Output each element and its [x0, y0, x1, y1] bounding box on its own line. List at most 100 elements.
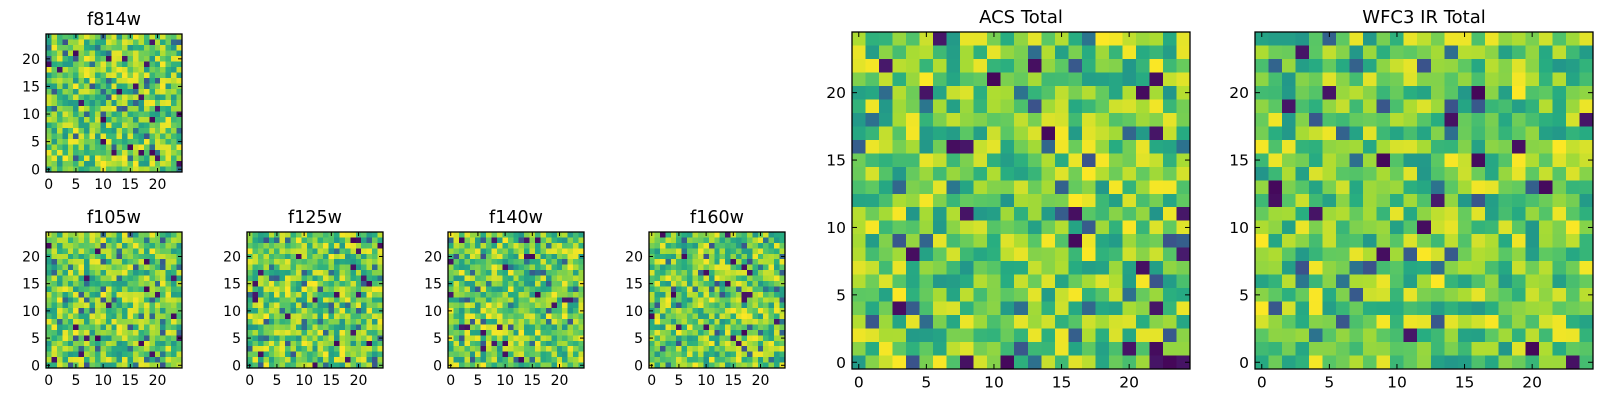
heatmap-cell: [469, 351, 476, 358]
heatmap-cell: [736, 313, 743, 320]
heatmap-cell: [714, 340, 721, 347]
heatmap-cell: [176, 319, 183, 326]
heatmap-cell: [94, 138, 101, 145]
heatmap-cell: [1322, 355, 1337, 370]
y-tick-label: 5: [634, 331, 643, 347]
heatmap-cell: [67, 149, 74, 157]
heatmap-cell: [730, 253, 737, 260]
heatmap-cell: [752, 357, 759, 364]
heatmap-cell: [719, 232, 726, 239]
heatmap-cell: [469, 280, 476, 287]
heatmap-cell: [295, 286, 302, 293]
heatmap-cell: [1376, 301, 1391, 316]
heatmap-cell: [946, 288, 961, 303]
heatmap-cell: [116, 111, 123, 118]
heatmap-cell: [933, 315, 948, 330]
heatmap-cell: [1255, 234, 1270, 249]
heatmap-cell: [100, 329, 107, 336]
heatmap-cell: [377, 297, 384, 304]
heatmap-cell: [573, 308, 580, 315]
heatmap-cell: [143, 291, 150, 298]
heatmap-cell: [774, 242, 781, 249]
heatmap-cell: [138, 280, 145, 287]
heatmap-cell: [100, 264, 107, 271]
heatmap-cell: [295, 313, 302, 320]
heatmap-cell: [171, 329, 178, 336]
heatmap-cell: [67, 237, 74, 244]
heatmap-cell: [1403, 288, 1418, 303]
heatmap-cell: [105, 34, 112, 41]
heatmap-cell: [453, 302, 460, 309]
heatmap-cell: [496, 324, 503, 331]
heatmap-cell: [1525, 301, 1540, 316]
heatmap-cell: [714, 248, 721, 255]
heatmap-cell: [486, 248, 493, 255]
heatmap-cell: [1322, 315, 1337, 330]
heatmap-cell: [1349, 207, 1364, 222]
heatmap-cell: [46, 270, 53, 277]
heatmap-cell: [1309, 261, 1324, 276]
heatmap-cell: [518, 302, 525, 309]
heatmap-cell: [149, 248, 156, 255]
heatmap-cell: [692, 253, 699, 260]
heatmap-cell: [149, 302, 156, 309]
heatmap-cell: [524, 286, 531, 293]
heatmap-cell: [176, 100, 183, 107]
heatmap-cell: [480, 237, 487, 244]
heatmap-cell: [852, 328, 867, 343]
heatmap-cell: [361, 270, 368, 277]
heatmap-cell: [1149, 166, 1164, 181]
heatmap-cell: [573, 302, 580, 309]
heatmap-cell: [1162, 247, 1178, 262]
heatmap-cell: [165, 50, 172, 57]
heatmap-cell: [339, 324, 346, 331]
heatmap-cell: [127, 253, 134, 260]
heatmap-cell: [779, 297, 786, 304]
heatmap-cell: [676, 351, 683, 358]
heatmap-cell: [1336, 193, 1351, 208]
heatmap-cell: [714, 259, 721, 266]
heatmap-cell: [67, 133, 74, 140]
heatmap-cell: [1363, 166, 1378, 181]
heatmap-cell: [105, 313, 112, 320]
heatmap-cell: [89, 133, 96, 140]
heatmap-cell: [372, 275, 379, 282]
heatmap-cell: [545, 362, 552, 369]
heatmap-cell: [1525, 180, 1540, 195]
heatmap-cell: [491, 270, 498, 277]
heatmap-cell: [892, 288, 907, 303]
heatmap-cell: [1457, 274, 1472, 289]
heatmap-cell: [73, 116, 80, 123]
heatmap-cell: [100, 155, 107, 162]
heatmap-cell: [1471, 99, 1486, 114]
heatmap-cell: [774, 280, 781, 287]
heatmap-cell: [160, 45, 167, 52]
heatmap-cell: [1336, 220, 1351, 235]
heatmap-cell: [73, 149, 80, 157]
heatmap-cell: [154, 100, 161, 107]
heatmap-cell: [1095, 99, 1110, 114]
heatmap-cell: [545, 291, 552, 298]
heatmap-cell: [51, 335, 58, 342]
heatmap-cell: [84, 67, 91, 74]
heatmap-cell: [67, 144, 74, 151]
heatmap-cell: [741, 324, 748, 331]
heatmap-cell: [535, 286, 542, 293]
heatmap-cell: [62, 237, 69, 244]
heatmap-cell: [67, 94, 74, 101]
heatmap-cell: [73, 340, 80, 347]
heatmap-cell: [779, 357, 786, 364]
heatmap-cell: [84, 155, 91, 162]
heatmap-cell: [1430, 32, 1445, 47]
heatmap-cell: [1390, 99, 1405, 114]
heatmap-cell: [94, 286, 101, 293]
heatmap-cell: [659, 324, 666, 331]
heatmap-cell: [448, 237, 455, 244]
heatmap-cell: [372, 324, 379, 331]
heatmap-cell: [670, 340, 677, 347]
heatmap-cell: [1498, 126, 1513, 141]
heatmap-cell: [469, 329, 476, 336]
heatmap-cell: [524, 357, 531, 364]
heatmap-cell: [946, 220, 961, 235]
heatmap-cell: [719, 351, 726, 358]
